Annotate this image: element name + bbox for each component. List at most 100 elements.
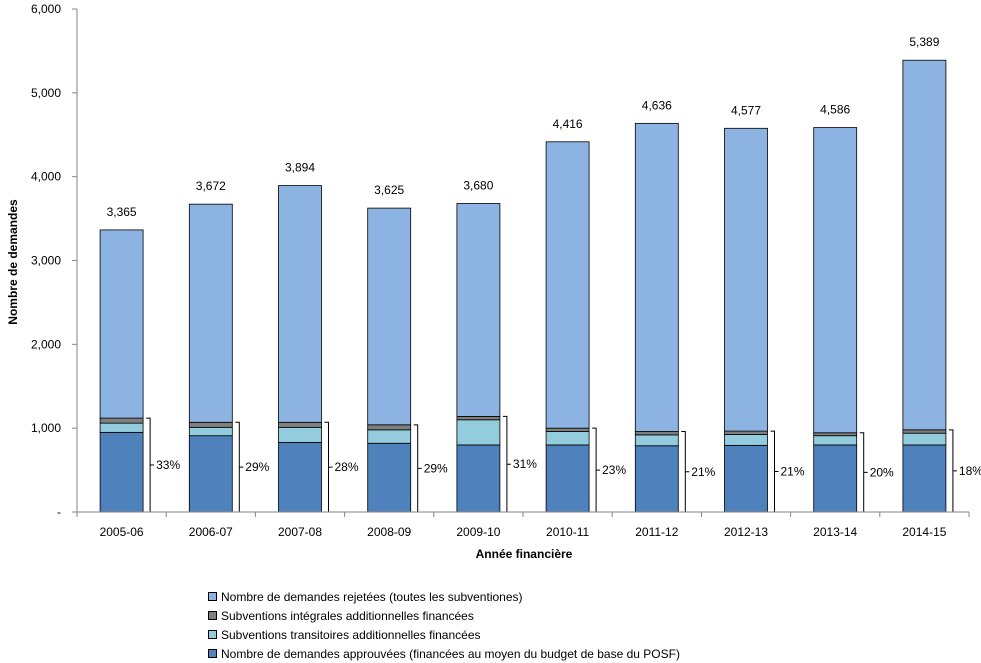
legend-swatch bbox=[208, 611, 217, 620]
bar-segment bbox=[278, 421, 322, 428]
y-tick-label: 3,000 bbox=[31, 254, 61, 268]
legend: Nombre de demandes rejetées (toutes les … bbox=[208, 587, 808, 663]
y-tick-label: - bbox=[57, 505, 61, 519]
bar-segment bbox=[278, 442, 322, 513]
bar-segment bbox=[188, 203, 233, 423]
legend-label: Nombre de demandes approuvées (financées… bbox=[221, 646, 680, 661]
x-tick-label: 2010-11 bbox=[546, 525, 589, 539]
bar-segment bbox=[634, 122, 679, 432]
percent-bracket bbox=[146, 417, 155, 513]
bar-segment bbox=[278, 426, 322, 443]
legend-swatch bbox=[208, 630, 217, 639]
bar-segment bbox=[545, 427, 590, 432]
bar-segment bbox=[724, 430, 768, 435]
annotations-layer: 3,365 33% 3,672 29% 3,894 28% 3,625 29% 3,680 31%… bbox=[107, 35, 981, 513]
x-tick-label: 2007-08 bbox=[278, 525, 322, 539]
x-tick-label: 2009-10 bbox=[456, 525, 500, 539]
y-tick-label: 2,000 bbox=[31, 337, 61, 351]
bar-total-label: 3,365 bbox=[107, 205, 137, 219]
x-axis: 2005-06 2006-07 2007-08 2008-09 2009-10 2010-… bbox=[76, 511, 970, 539]
percent-label: 29% bbox=[245, 460, 269, 474]
y-tick-label: 1,000 bbox=[31, 421, 61, 435]
bar-segment bbox=[188, 426, 233, 437]
percent-bracket bbox=[502, 415, 511, 513]
legend-item: Nombre de demandes approuvées (financées… bbox=[208, 644, 808, 663]
bar-segment bbox=[188, 435, 233, 513]
bar-segment bbox=[456, 203, 501, 417]
percent-bracket bbox=[324, 421, 333, 513]
bar-segment bbox=[902, 429, 947, 434]
bar-segment bbox=[188, 421, 233, 428]
legend-item: Subventions intégrales additionnelles fi… bbox=[208, 606, 808, 625]
percent-bracket bbox=[948, 429, 957, 513]
bar-segment bbox=[902, 444, 947, 513]
bars-layer bbox=[99, 59, 947, 513]
x-tick-label: 2006-07 bbox=[189, 525, 233, 539]
legend-swatch bbox=[208, 592, 217, 601]
bar-total-label: 3,894 bbox=[285, 161, 315, 175]
bar-segment bbox=[634, 434, 679, 447]
bar-total-label: 3,672 bbox=[196, 179, 226, 193]
bar-segment bbox=[902, 432, 947, 446]
x-tick-label: 2005-06 bbox=[100, 525, 144, 539]
bar-total-label: 4,586 bbox=[820, 103, 850, 117]
bar-segment bbox=[902, 59, 947, 431]
x-tick-label: 2011-12 bbox=[635, 525, 678, 539]
y-tick-label: 6,000 bbox=[31, 2, 61, 16]
bar-total-label: 3,680 bbox=[463, 178, 493, 192]
bar-segment bbox=[99, 422, 144, 433]
bar-segment bbox=[813, 432, 858, 437]
bar-segment bbox=[724, 444, 768, 513]
bar-segment bbox=[367, 424, 412, 431]
percent-bracket bbox=[681, 431, 690, 513]
legend-swatch bbox=[208, 649, 217, 658]
bar-segment bbox=[724, 127, 768, 432]
percent-bracket bbox=[235, 421, 244, 513]
percent-label: 20% bbox=[870, 465, 894, 479]
bar-segment bbox=[634, 445, 679, 513]
bar-total-label: 5,389 bbox=[909, 35, 939, 49]
percent-label: 29% bbox=[424, 461, 448, 475]
legend-item: Nombre de demandes rejetées (toutes les … bbox=[208, 587, 808, 606]
bar-segment bbox=[813, 127, 858, 434]
y-tick-label: 4,000 bbox=[31, 170, 61, 184]
bar-segment bbox=[99, 417, 144, 424]
bar-segment bbox=[456, 419, 501, 446]
y-tick-label: 5,000 bbox=[31, 86, 61, 100]
percent-label: 21% bbox=[781, 465, 805, 479]
y-axis: - 1,000 2,000 3,000 4,000 5,000 6,000 bbox=[31, 2, 78, 519]
percent-bracket bbox=[413, 424, 422, 513]
bar-segment bbox=[367, 429, 412, 444]
bar-segment bbox=[456, 444, 501, 513]
bar-total-label: 4,636 bbox=[642, 98, 672, 112]
legend-label: Subventions transitoires additionnelles … bbox=[221, 627, 481, 642]
percent-label: 21% bbox=[691, 465, 715, 479]
x-tick-label: 2014-15 bbox=[902, 525, 946, 539]
percent-bracket bbox=[859, 432, 868, 513]
bar-segment bbox=[724, 434, 768, 446]
y-axis-title: Nombre de demandes bbox=[6, 199, 20, 325]
bar-total-label: 4,577 bbox=[731, 103, 761, 117]
bar-total-label: 3,625 bbox=[374, 183, 404, 197]
percent-label: 31% bbox=[513, 457, 537, 471]
percent-bracket bbox=[770, 430, 779, 513]
x-tick-label: 2012-13 bbox=[724, 525, 768, 539]
bar-segment bbox=[634, 431, 679, 436]
bar-segment bbox=[545, 444, 590, 513]
bar-total-label: 4,416 bbox=[553, 117, 583, 131]
bar-segment bbox=[99, 431, 144, 513]
bar-segment bbox=[545, 431, 590, 446]
bar-segment bbox=[456, 416, 501, 421]
bar-segment bbox=[367, 207, 412, 426]
x-tick-label: 2013-14 bbox=[813, 525, 857, 539]
percent-label: 18% bbox=[959, 464, 981, 478]
x-axis-title: Année financière bbox=[476, 547, 573, 561]
bar-segment bbox=[367, 442, 412, 513]
percent-bracket bbox=[592, 427, 601, 513]
percent-label: 23% bbox=[602, 463, 626, 477]
legend-label: Subventions intégrales additionnelles fi… bbox=[221, 608, 474, 623]
percent-label: 28% bbox=[335, 460, 359, 474]
bar-segment bbox=[99, 229, 144, 419]
legend-item: Subventions transitoires additionnelles … bbox=[208, 625, 808, 644]
